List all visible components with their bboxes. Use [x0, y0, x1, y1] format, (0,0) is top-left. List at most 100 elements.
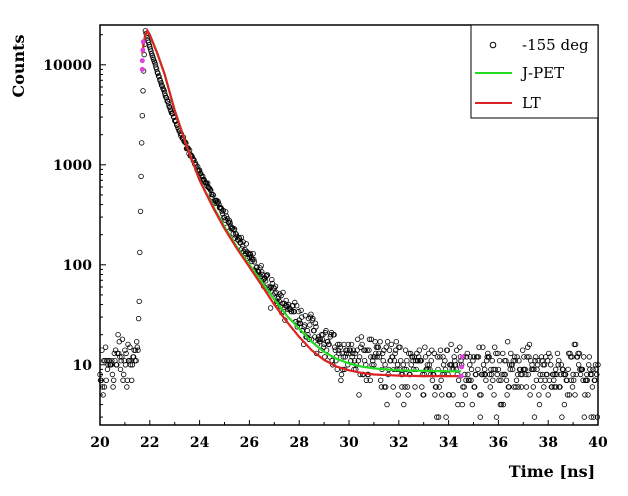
data-point: [398, 358, 404, 364]
data-point: [256, 268, 262, 274]
data-point: [531, 366, 537, 373]
data-point: [264, 272, 271, 278]
data-point: [331, 332, 337, 338]
data-point: [404, 358, 410, 364]
data-point: [404, 384, 411, 390]
data-point: [384, 339, 391, 345]
data-point: [510, 366, 516, 373]
data-point: [486, 354, 492, 360]
data-point: [550, 371, 556, 378]
data-point: [269, 277, 275, 283]
fit-start-marker: [139, 66, 145, 72]
data-point: [493, 350, 499, 357]
data-point: [434, 354, 441, 360]
data-point: [589, 384, 596, 390]
y-axis-title: Counts: [9, 34, 28, 97]
data-point: [505, 339, 511, 345]
data-point: [138, 140, 145, 146]
data-point: [210, 192, 216, 198]
data-point: [555, 362, 561, 368]
data-point: [392, 350, 398, 357]
data-point: [552, 371, 558, 378]
data-point: [320, 344, 327, 350]
data-point: [165, 98, 171, 104]
data-point: [502, 371, 508, 378]
data-point: [196, 167, 203, 173]
data-point: [523, 371, 529, 378]
x-tick-label: 40: [588, 435, 608, 451]
data-point: [553, 366, 559, 373]
data-point: [388, 341, 394, 348]
data-point: [496, 377, 502, 383]
data-point: [401, 401, 407, 408]
scatter-layer: [97, 28, 601, 420]
x-tick-label: 26: [240, 435, 259, 451]
data-point: [132, 347, 139, 353]
fit-start-marker: [140, 47, 146, 53]
data-point: [515, 384, 521, 390]
data-point: [308, 311, 314, 317]
data-point: [485, 350, 491, 357]
data-point: [483, 377, 489, 383]
data-point: [386, 347, 393, 353]
data-point: [280, 289, 286, 296]
data-point: [343, 350, 350, 357]
data-point: [572, 392, 578, 398]
data-point: [570, 371, 576, 378]
data-point: [166, 103, 172, 110]
data-point: [475, 366, 481, 373]
data-point: [451, 354, 457, 360]
data-point: [122, 362, 129, 368]
data-point: [409, 354, 416, 360]
data-point: [135, 347, 141, 353]
data-point: [480, 344, 486, 350]
data-point: [382, 362, 388, 368]
fit-start-marker: [139, 58, 145, 64]
data-point: [537, 371, 543, 378]
data-point: [556, 358, 562, 364]
legend-label-jpet: J-PET: [520, 64, 564, 82]
data-point: [155, 73, 162, 79]
x-tick-label: 22: [140, 435, 159, 451]
data-point: [455, 377, 462, 383]
data-point: [313, 324, 319, 330]
data-point: [472, 384, 478, 390]
data-point: [503, 377, 510, 383]
data-point: [551, 377, 557, 383]
data-point: [437, 354, 443, 360]
data-point: [416, 347, 422, 353]
x-tick-label: 20: [90, 435, 110, 451]
data-point: [399, 384, 405, 390]
data-point: [541, 384, 547, 390]
data-point: [544, 371, 550, 378]
data-point: [298, 307, 304, 314]
data-point: [531, 414, 538, 420]
legend-label-scatter: -155 deg: [522, 36, 589, 54]
data-point: [428, 358, 434, 364]
data-point: [411, 366, 417, 373]
data-point: [371, 362, 377, 368]
data-point: [123, 350, 129, 357]
data-point: [283, 297, 289, 304]
data-point: [554, 350, 561, 357]
data-point: [312, 320, 319, 326]
data-point: [582, 392, 588, 398]
data-point: [325, 339, 331, 345]
data-point: [332, 344, 338, 350]
data-point: [133, 358, 139, 364]
data-point: [534, 362, 541, 368]
data-point: [297, 320, 304, 326]
data-point: [467, 354, 474, 360]
data-point: [307, 322, 313, 328]
x-tick-label: 28: [289, 435, 308, 451]
data-point: [397, 344, 403, 350]
x-axis: 20 22 24 26 28 30 32 34 36 38 40: [90, 420, 608, 451]
x-tick-label: 34: [439, 435, 459, 451]
data-point: [358, 344, 364, 350]
data-point: [109, 358, 115, 364]
y-tick-label: 1000: [53, 158, 92, 174]
data-point: [250, 250, 256, 257]
data-point: [117, 366, 124, 373]
data-point: [402, 347, 409, 353]
